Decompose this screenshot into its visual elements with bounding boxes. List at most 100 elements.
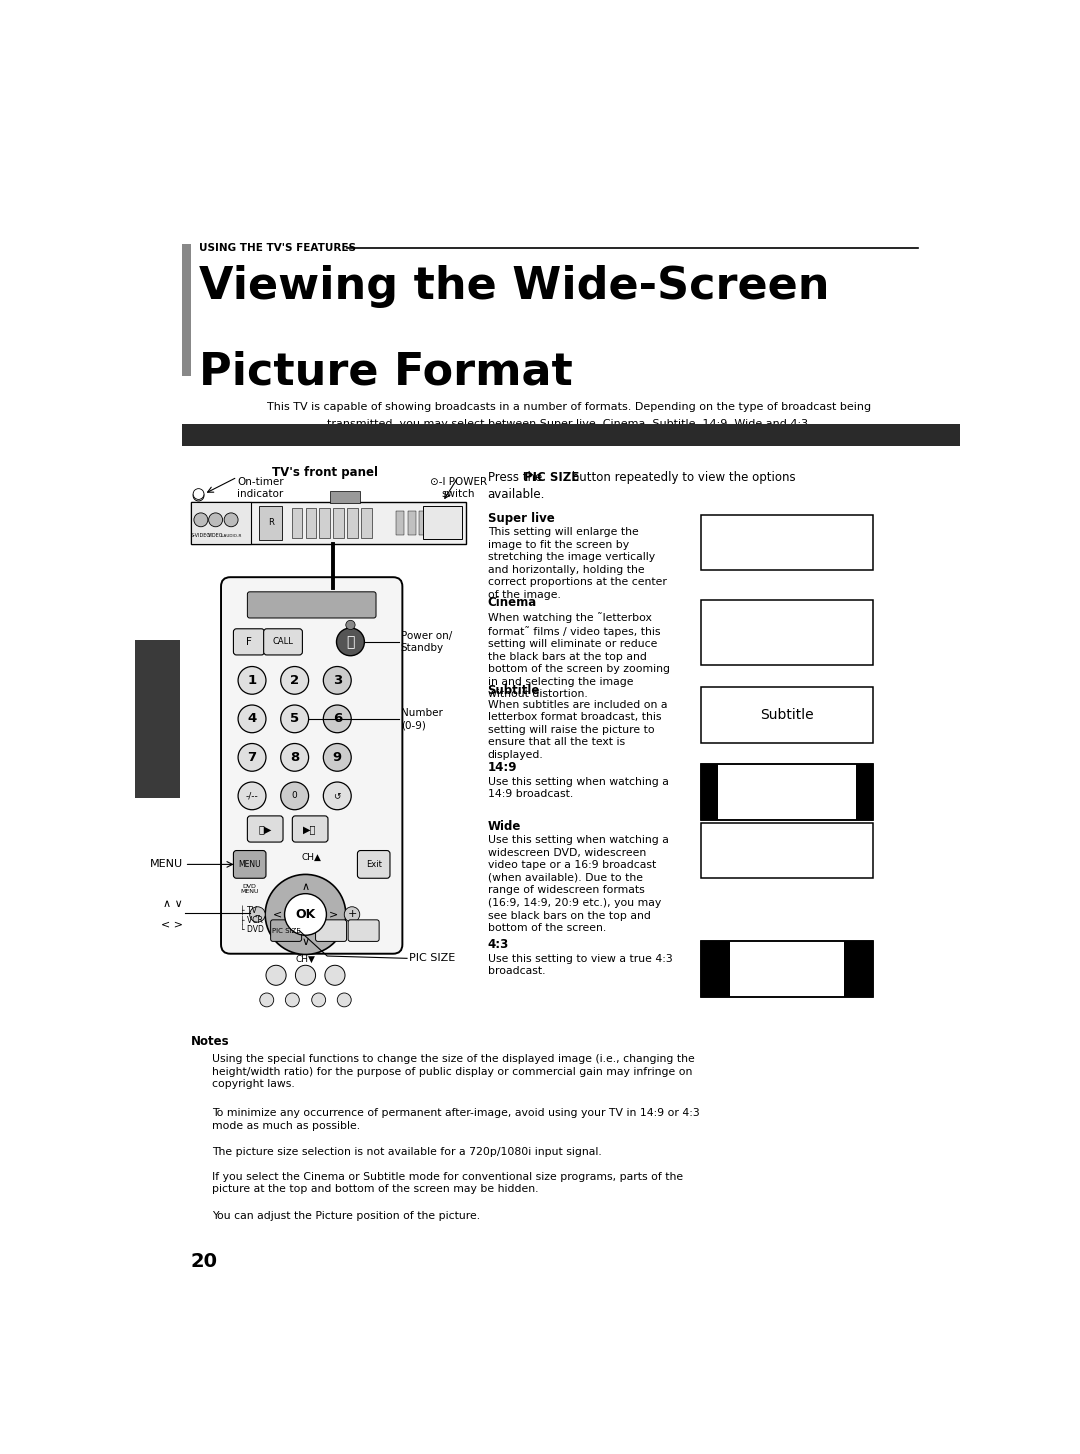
Text: 20: 20 xyxy=(191,1252,218,1271)
Circle shape xyxy=(323,705,351,733)
Circle shape xyxy=(238,743,266,771)
Text: Power on/
Standby: Power on/ Standby xyxy=(401,631,453,653)
Text: –: – xyxy=(255,910,260,920)
Text: +: + xyxy=(348,909,356,919)
Bar xyxy=(362,507,373,538)
Text: CALL: CALL xyxy=(272,637,294,647)
Text: Using the special functions to change the size of the displayed image (i.e., cha: Using the special functions to change th… xyxy=(213,1054,696,1089)
Text: ∧: ∧ xyxy=(301,881,310,891)
Text: When subtitles are included on a
letterbox format broadcast, this
setting will r: When subtitles are included on a letterb… xyxy=(488,699,667,760)
Text: USING THE TV'S: USING THE TV'S xyxy=(153,669,162,750)
FancyBboxPatch shape xyxy=(264,628,302,654)
Bar xyxy=(334,507,345,538)
Circle shape xyxy=(345,907,360,922)
Text: < >: < > xyxy=(161,920,183,931)
Text: Notes: Notes xyxy=(191,1035,229,1048)
Text: ├ TV: ├ TV xyxy=(240,904,257,915)
FancyBboxPatch shape xyxy=(247,592,376,618)
Circle shape xyxy=(337,993,351,1006)
Text: The picture size selection is not available for a 720p/1080i input signal.: The picture size selection is not availa… xyxy=(213,1147,603,1157)
Bar xyxy=(701,688,873,743)
Text: PIC SIZE: PIC SIZE xyxy=(272,928,300,933)
FancyBboxPatch shape xyxy=(357,851,390,878)
Bar xyxy=(181,423,960,445)
Circle shape xyxy=(193,489,204,499)
Text: F: F xyxy=(246,637,252,647)
Bar xyxy=(843,941,873,997)
Bar xyxy=(330,491,360,503)
Bar xyxy=(259,506,282,541)
Bar xyxy=(348,507,359,538)
Circle shape xyxy=(325,965,345,986)
Text: ∨: ∨ xyxy=(301,938,310,947)
Text: button repeatedly to view the options: button repeatedly to view the options xyxy=(568,471,796,484)
Bar xyxy=(135,640,180,798)
Circle shape xyxy=(281,782,309,810)
Text: FEATURES: FEATURES xyxy=(153,717,162,768)
Text: On-timer
indicator: On-timer indicator xyxy=(238,477,284,500)
Circle shape xyxy=(281,666,309,694)
Text: ⏮▶: ⏮▶ xyxy=(258,824,272,835)
Text: -/--: -/-- xyxy=(245,791,258,800)
Bar xyxy=(419,510,428,535)
Circle shape xyxy=(193,490,204,502)
Text: If you select the Cinema or Subtitle mode for conventional size programs, parts : If you select the Cinema or Subtitle mod… xyxy=(213,1172,684,1194)
Bar xyxy=(701,515,873,570)
Circle shape xyxy=(323,782,351,810)
Circle shape xyxy=(323,743,351,771)
Circle shape xyxy=(312,993,326,1006)
Text: PIC SIZE: PIC SIZE xyxy=(408,954,455,964)
Bar xyxy=(701,599,873,664)
Circle shape xyxy=(281,705,309,733)
Text: ├ VCR: ├ VCR xyxy=(240,915,262,925)
Text: To select the picture size: To select the picture size xyxy=(199,427,405,442)
Bar xyxy=(396,510,404,535)
Bar xyxy=(306,507,316,538)
Text: transmitted, you may select between Super live, Cinema, Subtitle, 14:9, Wide and: transmitted, you may select between Supe… xyxy=(326,419,811,429)
FancyBboxPatch shape xyxy=(293,816,328,842)
Text: DVD
MENU: DVD MENU xyxy=(241,884,259,894)
Text: Subtitle: Subtitle xyxy=(760,708,813,723)
Circle shape xyxy=(266,874,346,954)
Bar xyxy=(320,507,330,538)
Text: └ DVD: └ DVD xyxy=(240,925,264,935)
Text: 2: 2 xyxy=(291,673,299,686)
Text: S-VIDEO: S-VIDEO xyxy=(191,534,211,538)
Text: To minimize any occurrence of permanent after-image, avoid using your TV in 14:9: To minimize any occurrence of permanent … xyxy=(213,1108,700,1131)
Circle shape xyxy=(337,628,364,656)
Circle shape xyxy=(285,993,299,1006)
Circle shape xyxy=(323,666,351,694)
Circle shape xyxy=(296,965,315,986)
Text: 3: 3 xyxy=(333,673,342,686)
FancyBboxPatch shape xyxy=(348,920,379,941)
Circle shape xyxy=(260,993,273,1006)
Text: MENU: MENU xyxy=(150,859,183,869)
Text: 5: 5 xyxy=(291,712,299,726)
Bar xyxy=(191,502,465,544)
Circle shape xyxy=(249,907,266,922)
Text: Cinema: Cinema xyxy=(488,596,537,609)
Circle shape xyxy=(266,965,286,986)
FancyBboxPatch shape xyxy=(233,628,265,654)
Circle shape xyxy=(194,513,207,526)
Bar xyxy=(292,507,302,538)
Bar xyxy=(701,765,873,820)
Text: Picture Format: Picture Format xyxy=(199,350,572,393)
Text: 7: 7 xyxy=(247,750,257,763)
Text: available.: available. xyxy=(488,489,545,500)
Circle shape xyxy=(284,894,326,935)
Text: TV's front panel: TV's front panel xyxy=(272,465,378,478)
Circle shape xyxy=(346,621,355,630)
Text: 8: 8 xyxy=(291,750,299,763)
FancyBboxPatch shape xyxy=(315,920,347,941)
Bar xyxy=(181,244,191,377)
FancyBboxPatch shape xyxy=(247,816,283,842)
Bar xyxy=(423,506,462,539)
Bar xyxy=(701,765,873,820)
Circle shape xyxy=(208,513,222,526)
Text: Number
(0-9): Number (0-9) xyxy=(401,708,443,730)
Text: ∧ ∨: ∧ ∨ xyxy=(163,899,183,909)
Text: 14:9: 14:9 xyxy=(488,762,517,774)
Text: CH▲: CH▲ xyxy=(301,853,322,862)
Text: MENU: MENU xyxy=(239,859,261,869)
